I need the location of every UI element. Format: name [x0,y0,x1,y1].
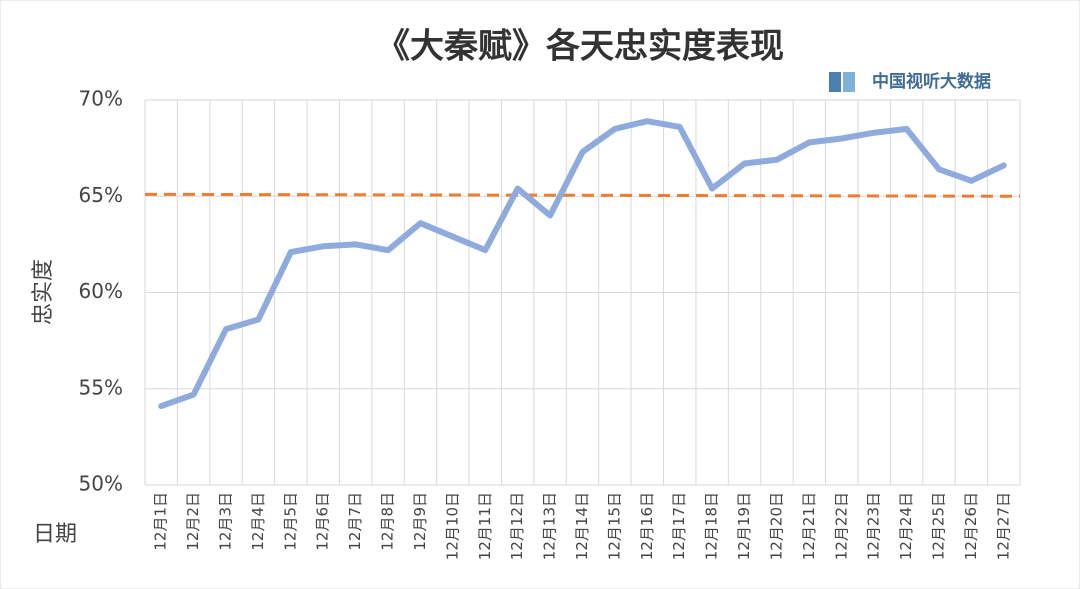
y-axis-label: 忠实度 [31,259,56,325]
x-tick-label: 12月14日 [573,492,591,560]
x-tick-label: 12月18日 [703,492,721,560]
x-axis-label: 日期 [33,522,77,547]
series-line [158,118,1007,410]
x-tick-label: 12月20日 [767,492,785,560]
y-tick-label: 70% [79,87,123,111]
x-tick-label: 12月13日 [541,492,559,560]
x-tick-label: 12月16日 [638,492,656,560]
x-tick-label: 12月22日 [832,492,850,560]
x-tick-label: 12月15日 [605,492,623,560]
x-tick-label: 12月21日 [800,492,818,560]
x-tick-label: 12月24日 [897,492,915,560]
x-tick-label: 12月19日 [735,492,753,560]
x-tick-label: 12月3日 [217,492,235,551]
y-tick-label: 65% [79,183,123,207]
watermark-icon [829,72,855,92]
x-tick-label: 12月23日 [865,492,883,560]
x-tick-label: 12月27日 [994,492,1012,560]
x-tick-label: 12月4日 [249,492,267,551]
x-tick-label: 12月1日 [152,492,170,551]
x-tick-label: 12月7日 [346,492,364,551]
x-tick-label: 12月11日 [476,492,494,560]
reference-line [144,192,1021,198]
y-tick-label: 60% [79,279,123,303]
x-tick-label: 12月26日 [962,492,980,560]
x-tick-label: 12月17日 [670,492,688,560]
x-tick-label: 12月25日 [929,492,947,560]
x-tick-label: 12月6日 [314,492,332,551]
x-tick-label: 12月8日 [379,492,397,551]
y-tick-label: 50% [79,472,123,496]
chart-title: 《大秦赋》各天忠实度表现 [376,27,784,67]
x-tick-label: 12月9日 [411,492,429,551]
x-tick-label: 12月10日 [443,492,461,560]
y-tick-label: 55% [79,375,123,399]
x-tick-label: 12月12日 [508,492,526,560]
x-tick-label: 12月2日 [184,492,202,551]
watermark: 中国视听大数据 [872,71,991,92]
x-tick-label: 12月5日 [281,492,299,551]
